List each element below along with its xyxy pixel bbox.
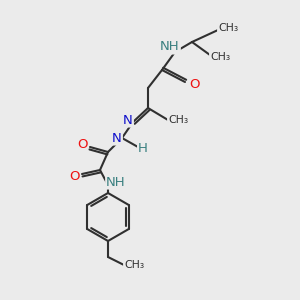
Text: N: N xyxy=(123,113,133,127)
Text: NH: NH xyxy=(160,40,180,53)
Text: H: H xyxy=(138,142,148,155)
Text: NH: NH xyxy=(106,176,126,188)
Text: O: O xyxy=(77,139,87,152)
Text: N: N xyxy=(112,131,122,145)
Text: CH₃: CH₃ xyxy=(124,260,144,270)
Text: O: O xyxy=(190,77,200,91)
Text: CH₃: CH₃ xyxy=(168,115,188,125)
Text: O: O xyxy=(69,169,79,182)
Text: CH₃: CH₃ xyxy=(218,23,238,33)
Text: CH₃: CH₃ xyxy=(210,52,230,62)
